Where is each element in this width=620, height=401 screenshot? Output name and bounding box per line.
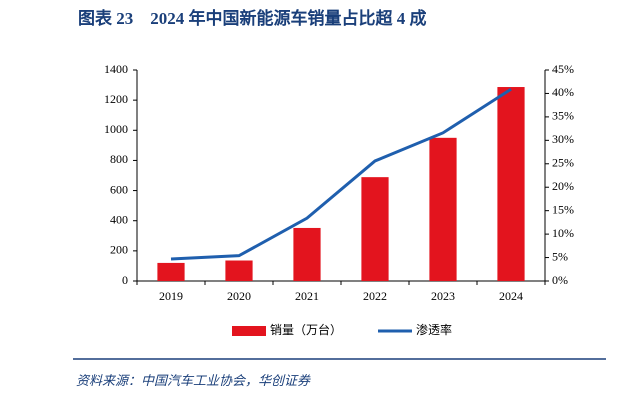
y-tick-label: 800 <box>110 152 128 166</box>
bar <box>497 87 525 281</box>
bar <box>429 137 457 281</box>
y-tick-label: 1400 <box>104 62 128 76</box>
y-tick-label: 0 <box>122 273 128 287</box>
x-tick-label: 2019 <box>159 289 183 303</box>
y2-tick-label: 35% <box>552 109 574 123</box>
y2-tick-label: 0% <box>552 273 568 287</box>
chart-title: 图表 23 2024 年中国新能源车销量占比超 4 成 <box>78 8 427 28</box>
y2-tick-label: 15% <box>552 202 574 216</box>
bar <box>157 262 185 281</box>
bar <box>293 227 321 281</box>
y2-tick-label: 5% <box>552 249 568 263</box>
y2-tick-label: 25% <box>552 156 574 170</box>
line <box>170 87 512 261</box>
y2-tick-label: 20% <box>552 179 574 193</box>
x-tick-label: 2023 <box>431 289 455 303</box>
bar <box>225 260 253 281</box>
y2-tick-label: 40% <box>552 85 574 99</box>
x-tick-label: 2020 <box>227 289 251 303</box>
y-tick-label: 400 <box>110 212 128 226</box>
x-tick-label: 2022 <box>363 289 387 303</box>
y-tick-label: 1200 <box>104 92 128 106</box>
legend-label: 渗透率 <box>416 322 452 337</box>
y2-tick-label: 30% <box>552 132 574 146</box>
y-tick-label: 600 <box>110 182 128 196</box>
x-tick-label: 2021 <box>295 289 319 303</box>
y2-tick-label: 10% <box>552 226 574 240</box>
bar <box>361 177 389 281</box>
x-tick-label: 2024 <box>499 289 523 303</box>
y-tick-label: 200 <box>110 243 128 257</box>
legend-label: 销量（万台） <box>270 322 342 337</box>
legend-swatch <box>232 326 266 336</box>
source: 资料来源：中国汽车工业协会，华创证券 <box>76 373 311 388</box>
y-tick-label: 1000 <box>104 122 128 136</box>
y2-tick-label: 45% <box>552 62 574 76</box>
